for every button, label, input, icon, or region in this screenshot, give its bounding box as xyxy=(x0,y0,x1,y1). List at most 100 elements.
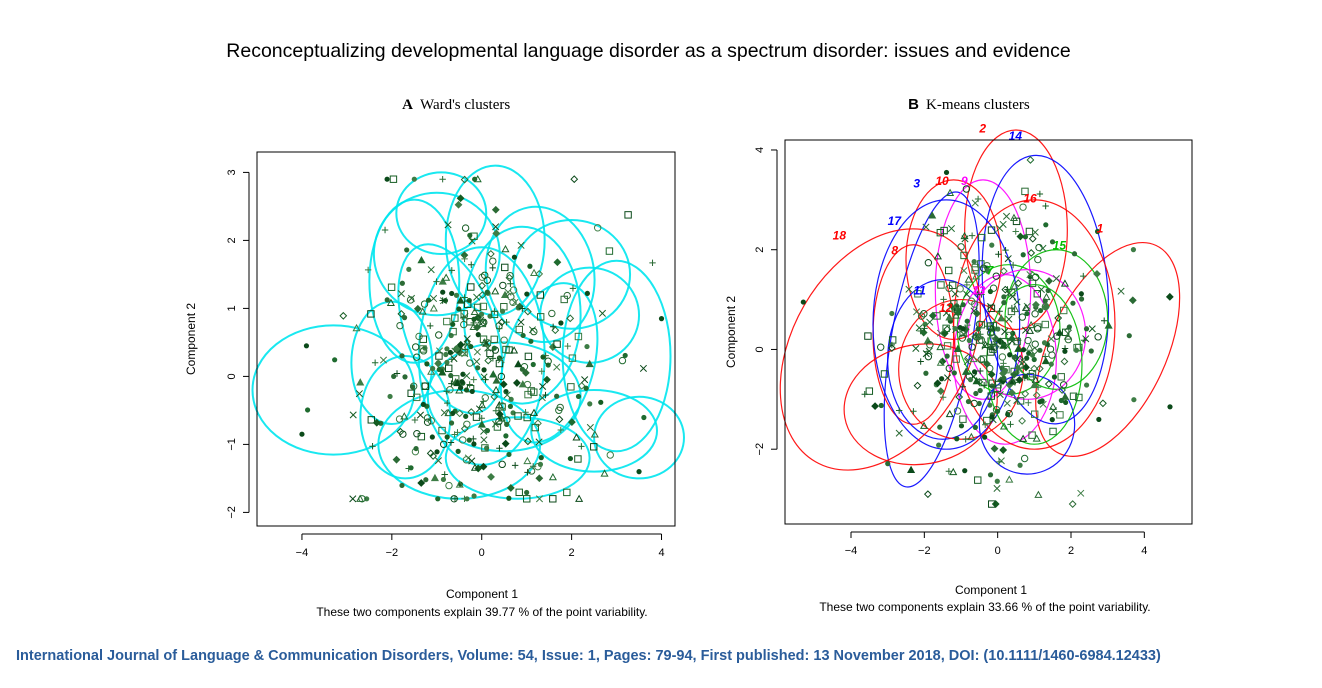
data-point xyxy=(492,229,501,238)
data-point xyxy=(470,435,477,443)
data-point xyxy=(386,298,395,306)
data-point xyxy=(548,343,557,351)
data-point xyxy=(448,372,454,379)
kmeans-clusters-chart: B K-means clusters 123789101112131415161… xyxy=(724,96,1193,614)
data-point xyxy=(460,310,468,318)
data-point xyxy=(940,296,947,303)
data-point xyxy=(925,347,933,355)
data-point xyxy=(1030,380,1039,389)
data-point xyxy=(473,358,481,366)
data-point xyxy=(435,496,441,502)
data-point xyxy=(555,406,563,414)
data-point xyxy=(996,308,1003,315)
data-point xyxy=(1061,328,1070,337)
data-point xyxy=(943,169,950,176)
data-point xyxy=(423,414,432,422)
data-point xyxy=(537,461,544,467)
data-point xyxy=(1039,398,1045,404)
data-point xyxy=(954,307,963,316)
data-point xyxy=(1037,347,1043,353)
data-point xyxy=(430,473,439,482)
chart-a-y-ticks: −2 −1 0 1 2 3 xyxy=(226,169,250,519)
data-point xyxy=(1001,294,1007,300)
data-point xyxy=(523,456,532,465)
cluster-label: 16 xyxy=(1023,191,1037,205)
data-point xyxy=(987,304,996,313)
data-point xyxy=(472,413,481,421)
data-point xyxy=(964,318,970,324)
data-point xyxy=(506,451,512,458)
data-point xyxy=(953,344,962,352)
data-point xyxy=(1032,391,1041,400)
panel-a-letter: A xyxy=(402,97,413,113)
data-point xyxy=(339,311,348,320)
data-point xyxy=(567,383,575,391)
data-point xyxy=(958,334,966,342)
data-point xyxy=(445,481,453,490)
data-point xyxy=(452,344,461,353)
data-point xyxy=(419,335,428,343)
y-tick-label: −1 xyxy=(226,438,238,451)
data-point xyxy=(948,281,957,290)
data-point xyxy=(1028,279,1037,288)
data-point xyxy=(984,323,991,330)
data-point xyxy=(887,344,896,352)
cluster-ellipse xyxy=(898,298,1024,440)
data-point xyxy=(523,307,532,316)
data-point xyxy=(448,332,454,339)
x-tick-label: −4 xyxy=(296,547,309,559)
data-point xyxy=(1022,234,1029,240)
data-point xyxy=(481,394,489,402)
data-point xyxy=(583,385,589,391)
data-point xyxy=(584,290,590,297)
data-point xyxy=(466,381,473,388)
data-point xyxy=(542,352,549,359)
data-point xyxy=(1019,434,1028,442)
data-point xyxy=(467,283,475,291)
data-point xyxy=(1012,217,1021,226)
data-point xyxy=(1031,356,1037,363)
cluster-label: 15 xyxy=(1053,239,1067,253)
data-point xyxy=(433,278,440,285)
data-point xyxy=(527,387,535,395)
data-point xyxy=(1001,337,1009,346)
data-point xyxy=(470,376,477,383)
data-point xyxy=(967,432,976,441)
data-point xyxy=(978,233,986,242)
data-point xyxy=(503,391,511,399)
data-point xyxy=(493,423,502,431)
data-point xyxy=(917,358,924,365)
data-point xyxy=(356,378,365,386)
data-point xyxy=(1080,272,1087,280)
data-point xyxy=(983,416,991,425)
data-point xyxy=(499,380,508,389)
data-point xyxy=(1041,320,1049,329)
chart-b-ellipses xyxy=(779,129,1181,488)
data-point xyxy=(944,353,950,359)
data-point xyxy=(977,356,985,364)
data-point xyxy=(478,281,486,290)
data-point xyxy=(999,446,1008,454)
data-point xyxy=(1048,351,1056,359)
data-point xyxy=(942,309,950,317)
data-point xyxy=(423,418,432,426)
data-point xyxy=(539,382,547,390)
chart-a-xlabel: Component 1 xyxy=(446,587,518,601)
data-point xyxy=(448,356,456,363)
data-point xyxy=(478,415,485,422)
data-point xyxy=(1031,228,1039,236)
data-point xyxy=(506,271,514,280)
data-point xyxy=(885,461,891,467)
data-point xyxy=(492,385,501,394)
x-tick-label: −2 xyxy=(386,547,399,559)
data-point xyxy=(418,307,427,315)
data-point xyxy=(585,359,594,368)
data-point xyxy=(946,188,955,196)
data-point xyxy=(1014,344,1023,352)
data-point xyxy=(478,311,485,317)
data-point xyxy=(480,436,488,444)
cluster-ellipse xyxy=(967,269,1087,400)
data-point xyxy=(535,438,543,446)
data-point xyxy=(427,367,436,375)
